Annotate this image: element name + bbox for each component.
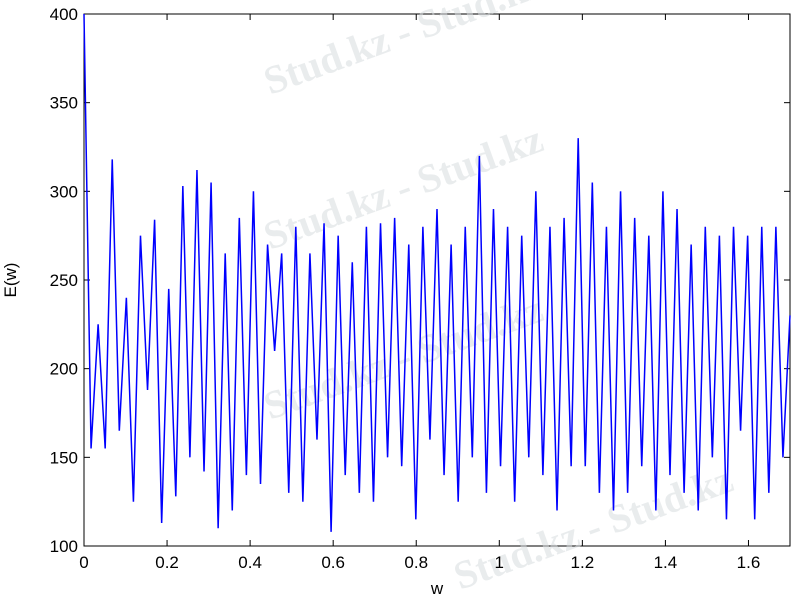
x-tick-label: 0.8	[404, 553, 428, 572]
x-tick-label: 0	[79, 553, 88, 572]
y-tick-label: 350	[50, 94, 78, 113]
x-tick-label: 0.6	[321, 553, 345, 572]
x-tick-label: 0.2	[155, 553, 179, 572]
y-tick-label: 300	[50, 182, 78, 201]
y-tick-label: 150	[50, 448, 78, 467]
watermark: Stud.kz - Stud.kz	[258, 0, 549, 103]
x-tick-label: 1.4	[654, 553, 678, 572]
x-tick-label: 1.6	[737, 553, 761, 572]
x-tick-label: 1.2	[571, 553, 595, 572]
y-tick-label: 400	[50, 5, 78, 24]
x-tick-label: 0.4	[238, 553, 262, 572]
x-axis-label: w	[430, 579, 444, 598]
watermark: Stud.kz - Stud.kz	[448, 456, 739, 599]
data-line	[83, 13, 791, 532]
x-tick-label: 1	[495, 553, 504, 572]
watermark: Stud.kz - Stud.kz	[258, 116, 549, 259]
y-tick-label: 100	[50, 537, 78, 556]
y-tick-label: 200	[50, 360, 78, 379]
y-tick-label: 250	[50, 271, 78, 290]
y-axis-label: E(w)	[1, 263, 20, 298]
